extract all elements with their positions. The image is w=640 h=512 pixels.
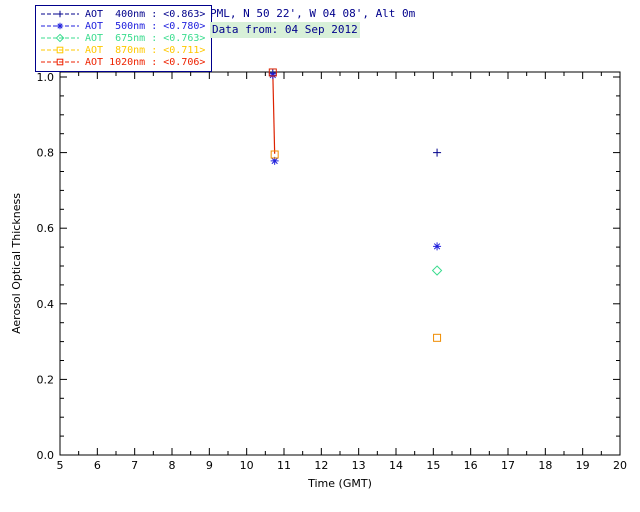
legend-item-label: AOT 675nm : <0.763> [85,32,206,44]
svg-text:Aerosol Optical Thickness: Aerosol Optical Thickness [10,193,23,334]
header: PML, N 50 22', W 04 08', Alt 0m Data fro… [210,6,415,38]
svg-text:8: 8 [169,459,176,472]
legend-item: AOT 870nm : <0.711> [40,44,205,56]
svg-text:14: 14 [389,459,403,472]
svg-text:18: 18 [538,459,552,472]
svg-text:1.0: 1.0 [37,71,55,84]
svg-text:0.0: 0.0 [37,449,55,462]
svg-text:10: 10 [240,459,254,472]
legend-item-label: AOT 400nm : <0.863> [85,8,206,20]
svg-text:16: 16 [464,459,478,472]
svg-text:17: 17 [501,459,515,472]
legend-line-sample [41,22,79,30]
svg-text:0.6: 0.6 [37,222,55,235]
legend-item: AOT 400nm : <0.863> [40,8,205,20]
data-date-line: Data from: 04 Sep 2012 [210,22,415,38]
data-date-text: Data from: 04 Sep 2012 [210,22,360,38]
svg-text:6: 6 [94,459,101,472]
legend-item: AOT 500nm : <0.780> [40,20,205,32]
svg-text:0.8: 0.8 [37,147,55,160]
legend-item: AOT 675nm : <0.763> [40,32,205,44]
legend-item-label: AOT 500nm : <0.780> [85,20,206,32]
svg-text:19: 19 [576,459,590,472]
svg-text:11: 11 [277,459,291,472]
legend-line-sample [41,33,79,43]
station-location-text: PML, N 50 22', W 04 08', Alt 0m [210,7,416,20]
legend-line-sample [41,58,79,66]
legend-item-label: AOT 870nm : <0.711> [85,44,206,56]
svg-text:13: 13 [352,459,366,472]
legend-item-label: AOT 1020nm : <0.706> [85,56,206,68]
legend-box: AOT 400nm : <0.863> AOT 500nm : <0.780> AO… [35,5,213,72]
svg-text:Time (GMT): Time (GMT) [307,477,372,490]
svg-text:0.4: 0.4 [37,298,55,311]
svg-text:0.2: 0.2 [37,373,55,386]
svg-text:5: 5 [57,459,64,472]
svg-text:12: 12 [314,459,328,472]
svg-text:7: 7 [131,459,138,472]
svg-text:9: 9 [206,459,213,472]
svg-text:15: 15 [426,459,440,472]
legend-item: AOT 1020nm : <0.706> [40,56,205,68]
legend-line-sample [41,46,79,54]
legend-line-sample [41,10,79,18]
svg-text:20: 20 [613,459,627,472]
